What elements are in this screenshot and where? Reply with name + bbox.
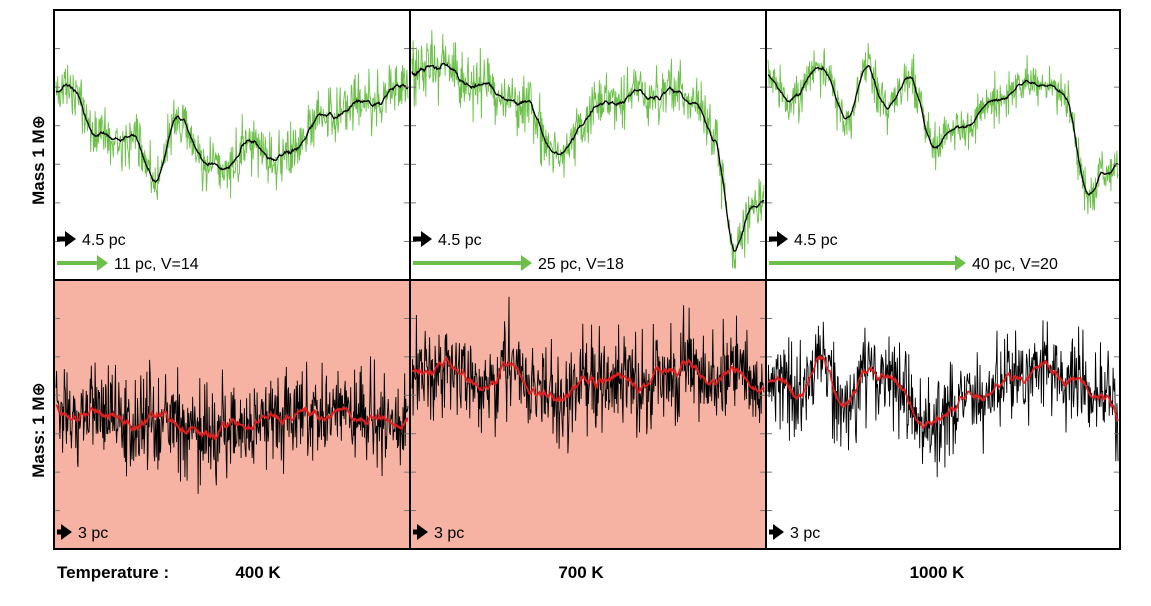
distance-arrow-head-r0c0-0: [65, 231, 76, 247]
distance-arrow-head-r0c1-0: [421, 231, 432, 247]
model-spectrum-r0c2: [767, 65, 1119, 196]
column-label-700k: 700 K: [558, 563, 604, 582]
row-label-bottom: Mass: 1 M⊕: [29, 382, 48, 478]
noisy-spectrum-r1c2: [767, 320, 1119, 478]
model-spectrum-r1c0: [55, 404, 409, 441]
panel-highlight-r1c1: [410, 280, 766, 549]
model-spectrum-r0c1: [411, 62, 765, 252]
distance-label-r1c0-0: 3 pc: [78, 525, 108, 542]
distance-arrow-head-r1c1-0: [417, 524, 428, 540]
distance-arrow-head-r0c2-0: [777, 231, 788, 247]
panel-overlays: 4.5 pc 11 pc, V=14 4.5 pc 25 pc, V=18 4.5 pc…: [53, 9, 1121, 550]
model-spectrum-r0c0: [55, 83, 409, 184]
distance-arrow-head-r0c2-1: [955, 255, 966, 271]
distance-label-r0c1-1: 25 pc, V=18: [538, 256, 624, 273]
noisy-spectrum-r0c0: [55, 64, 409, 201]
distance-label-r0c0-0: 4.5 pc: [82, 232, 126, 249]
noisy-spectrum-r0c1: [411, 29, 765, 269]
distance-label-r1c2-0: 3 pc: [790, 525, 820, 542]
distance-arrow-head-r0c0-1: [97, 255, 108, 271]
distance-arrow-head-r0c1-1: [521, 255, 532, 271]
noisy-spectrum-r1c1: [411, 296, 765, 454]
column-label-400k: 400 K: [235, 563, 281, 582]
distance-label-r0c2-0: 4.5 pc: [794, 232, 838, 249]
model-spectrum-r1c2: [767, 354, 1119, 429]
distance-label-r0c0-1: 11 pc, V=14: [114, 256, 199, 273]
distance-arrow-head-r1c2-0: [773, 524, 784, 540]
row-label-top: Mass 1 M⊕: [29, 115, 48, 205]
distance-arrow-head-r1c0-0: [61, 524, 72, 540]
distance-label-r1c1-0: 3 pc: [434, 525, 464, 542]
model-spectrum-r1c1: [411, 355, 765, 403]
temperature-prefix-label: Temperature :: [57, 563, 169, 582]
distance-label-r0c2-1: 40 pc, V=20: [972, 256, 1058, 273]
column-label-1000k: 1000 K: [910, 563, 966, 582]
panel-traces: [55, 29, 1119, 494]
distance-label-r0c1-0: 4.5 pc: [438, 232, 482, 249]
